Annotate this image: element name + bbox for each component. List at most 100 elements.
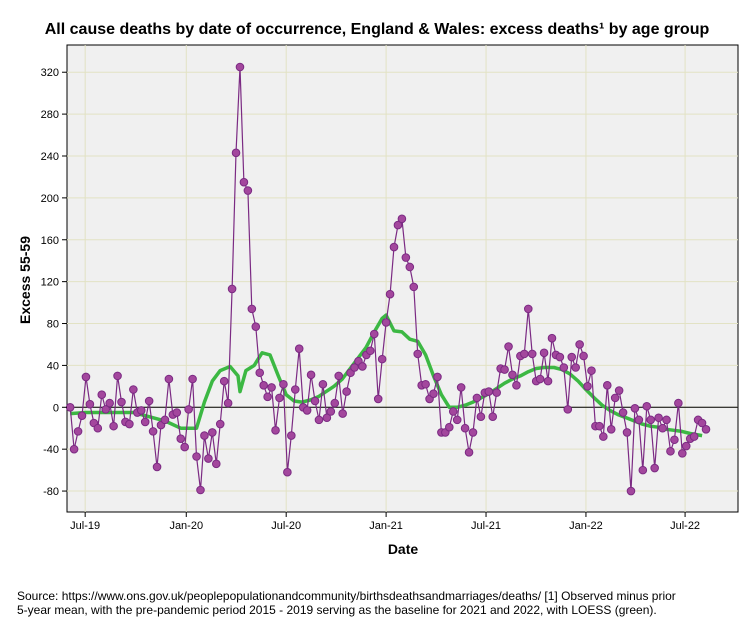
data-point [97, 390, 107, 400]
data-point [464, 448, 474, 457]
data-point [634, 415, 644, 425]
data-point [251, 322, 261, 331]
data-point [662, 415, 671, 425]
data-point [614, 386, 624, 395]
data-point [322, 413, 332, 423]
data-point [326, 407, 336, 416]
x-tick-label: Jul-22 [670, 520, 700, 532]
data-point [314, 415, 324, 425]
data-point [638, 465, 648, 475]
data-point [290, 385, 300, 394]
data-point [678, 449, 687, 458]
data-point [302, 406, 312, 415]
data-point [674, 398, 683, 408]
series-line [70, 313, 703, 438]
data-point [492, 388, 501, 397]
data-point [243, 186, 253, 195]
data-point [456, 383, 466, 392]
x-tick-label: Jul-19 [70, 520, 100, 532]
data-point [184, 405, 193, 414]
data-point [188, 374, 197, 384]
data-point [421, 379, 430, 389]
data-point [235, 62, 245, 72]
data-point [579, 351, 588, 361]
data-point [626, 486, 636, 496]
data-point [658, 423, 667, 433]
data-point [129, 385, 138, 394]
data-point [630, 404, 640, 413]
data-point [476, 412, 486, 422]
data-point [618, 408, 628, 417]
x-tick-label: Jan-21 [369, 520, 403, 532]
data-point [105, 398, 114, 408]
data-point [148, 427, 158, 436]
y-tick-label: 160 [41, 235, 59, 247]
data-point [433, 372, 442, 382]
data-point [287, 431, 296, 440]
data-point [397, 214, 407, 224]
data-point [606, 424, 616, 434]
data-point [583, 382, 592, 391]
data-point [211, 459, 221, 469]
data-point [500, 365, 509, 374]
data-point [176, 434, 186, 444]
data-point [330, 398, 340, 408]
y-tick-label: 280 [41, 109, 59, 121]
data-point [547, 333, 557, 343]
data-point [247, 304, 257, 314]
y-tick-label: 40 [47, 360, 59, 372]
data-point [701, 424, 711, 434]
data-point [567, 352, 577, 362]
footnote: 5-year mean, with the pre-pandemic perio… [17, 603, 657, 617]
data-point [204, 454, 213, 463]
data-point [448, 407, 458, 416]
data-point [369, 329, 379, 339]
data-point [523, 304, 533, 314]
data-point [144, 396, 154, 406]
data-point [508, 370, 517, 380]
data-point [468, 428, 478, 437]
data-point [267, 383, 276, 392]
data-point [117, 397, 126, 407]
data-point [622, 428, 632, 437]
data-point [405, 262, 415, 272]
data-point [381, 318, 391, 327]
data-point [160, 415, 170, 425]
data-point [85, 399, 95, 409]
data-point [164, 374, 174, 384]
data-point [393, 220, 403, 230]
data-point [271, 426, 280, 435]
data-point [472, 393, 482, 403]
x-tick-label: Jan-20 [169, 520, 203, 532]
data-point [200, 431, 209, 440]
data-point [413, 349, 423, 359]
y-tick-label: 120 [41, 277, 59, 289]
data-point [642, 401, 652, 411]
data-point [571, 363, 580, 372]
data-point [650, 463, 659, 473]
data-point [73, 427, 83, 436]
y-tick-label: 240 [41, 151, 59, 163]
y-tick-label: -40 [43, 444, 59, 456]
data-point [681, 441, 691, 451]
data-point [666, 446, 675, 456]
y-tick-label: 0 [53, 402, 59, 414]
data-point [563, 405, 573, 414]
data-point [385, 289, 395, 299]
y-axis-label: Excess 55-59 [17, 236, 33, 324]
data-point [575, 340, 584, 349]
data-point [610, 393, 620, 403]
data-point [445, 422, 454, 432]
data-point [152, 462, 162, 472]
data-point [279, 379, 288, 389]
data-point [215, 419, 225, 429]
chart-title: All cause deaths by date of occurrence, … [45, 21, 710, 38]
data-point [81, 372, 91, 382]
data-point [239, 177, 249, 187]
data-point [208, 428, 217, 437]
data-point [488, 412, 498, 422]
data-point [136, 406, 146, 415]
x-tick-label: Jul-21 [471, 520, 501, 532]
data-point [275, 393, 284, 403]
